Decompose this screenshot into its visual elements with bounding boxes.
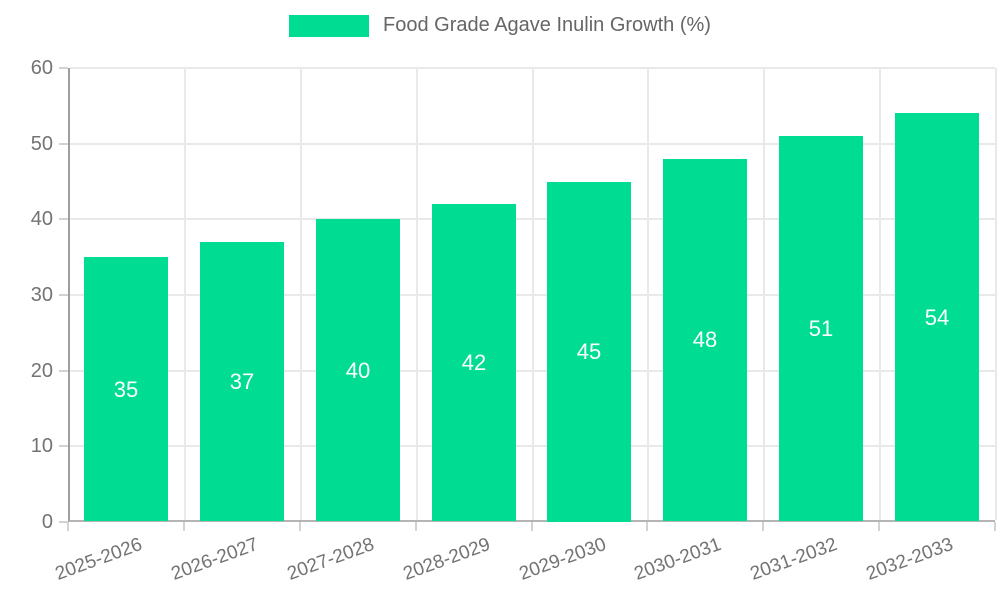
x-axis-category-label: 2030-2031 bbox=[631, 534, 725, 585]
vertical-gridline bbox=[532, 68, 534, 520]
bar[interactable] bbox=[84, 257, 168, 521]
x-axis-tick bbox=[762, 522, 764, 531]
x-axis-tick bbox=[878, 522, 880, 531]
bar[interactable] bbox=[663, 159, 747, 521]
x-axis-category-label: 2031-2032 bbox=[747, 534, 841, 585]
bar-value-label: 35 bbox=[113, 377, 139, 402]
x-axis-category-label: 2026-2027 bbox=[168, 534, 261, 585]
bar-value-label: 48 bbox=[692, 327, 718, 352]
vertical-gridline bbox=[300, 68, 302, 520]
x-axis-category-label: 2029-2030 bbox=[516, 534, 609, 585]
bar[interactable] bbox=[547, 182, 631, 522]
vertical-gridline bbox=[416, 68, 418, 520]
vertical-gridline bbox=[763, 68, 765, 520]
vertical-gridline bbox=[879, 68, 881, 520]
x-axis-tick bbox=[415, 522, 417, 531]
y-axis-tick bbox=[59, 294, 68, 296]
y-axis-tick-label: 60 bbox=[30, 57, 53, 79]
y-axis-tick bbox=[59, 142, 68, 145]
bar[interactable] bbox=[432, 204, 516, 521]
x-axis-tick bbox=[531, 522, 533, 531]
x-axis-tick bbox=[67, 522, 69, 531]
y-axis-tick-label: 30 bbox=[30, 284, 53, 306]
chart-legend[interactable]: Food Grade Agave Inulin Growth (%) bbox=[0, 14, 1000, 37]
bar-value-label: 45 bbox=[576, 339, 602, 364]
bar-value-label: 54 bbox=[924, 305, 950, 330]
y-axis-tick bbox=[59, 67, 68, 69]
bar[interactable] bbox=[316, 219, 400, 521]
plot-area bbox=[68, 67, 997, 522]
y-axis-tick-label: 0 bbox=[41, 511, 53, 533]
x-axis-category-label: 2028-2029 bbox=[400, 534, 493, 585]
x-axis-tick bbox=[183, 522, 185, 531]
legend-label: Food Grade Agave Inulin Growth (%) bbox=[383, 14, 711, 36]
bar-value-label: 40 bbox=[345, 358, 371, 383]
x-axis-tick bbox=[646, 522, 648, 531]
y-axis-tick-label: 40 bbox=[30, 208, 53, 231]
y-axis-tick bbox=[59, 521, 68, 523]
y-axis-tick-label: 50 bbox=[30, 132, 53, 155]
bar-value-label: 37 bbox=[229, 369, 255, 394]
vertical-gridline bbox=[184, 68, 186, 520]
y-axis-tick bbox=[59, 369, 68, 372]
y-axis-tick-label: 10 bbox=[30, 435, 53, 458]
x-axis-category-label: 2027-2028 bbox=[284, 534, 377, 585]
bar[interactable] bbox=[895, 113, 979, 521]
legend-swatch-icon bbox=[289, 14, 370, 37]
bar[interactable] bbox=[200, 242, 284, 521]
x-axis-category-label: 2025-2026 bbox=[52, 534, 146, 585]
x-axis-tick bbox=[299, 522, 301, 531]
vertical-gridline bbox=[647, 68, 649, 520]
bar-value-label: 51 bbox=[808, 316, 834, 341]
y-axis-tick-label: 20 bbox=[30, 359, 53, 382]
y-axis-tick bbox=[59, 445, 68, 448]
bar[interactable] bbox=[779, 136, 863, 521]
x-axis-tick bbox=[994, 522, 996, 531]
vertical-gridline bbox=[995, 68, 997, 520]
bar-value-label: 42 bbox=[461, 350, 487, 375]
y-axis-tick bbox=[59, 218, 68, 221]
x-axis-category-label: 2032-2033 bbox=[863, 534, 957, 585]
